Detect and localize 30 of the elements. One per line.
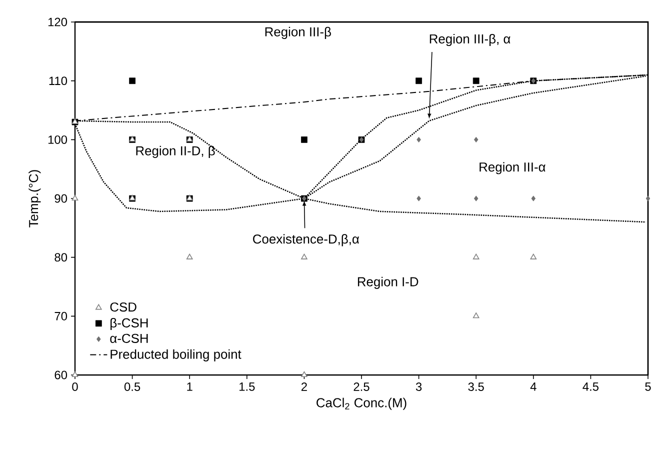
legend-label: α-CSH — [110, 334, 148, 343]
y-tick-label: 60 — [54, 370, 68, 380]
y-tick-label: 100 — [48, 135, 68, 144]
legend-label: Preducted boiling point — [110, 349, 242, 362]
legend-label: CSD — [110, 302, 136, 312]
x-tick-label: 3 — [416, 382, 422, 391]
x-tick-label: 0 — [72, 382, 78, 391]
x-tick-label: 1.5 — [239, 382, 255, 391]
y-axis-title: Temp.(°C) — [28, 170, 41, 228]
x-tick-label: 4.5 — [582, 382, 599, 391]
y-tick-label: 110 — [49, 76, 68, 86]
annotation: Region III-β, α — [430, 34, 510, 46]
y-tick-label: 70 — [54, 312, 68, 320]
x-tick-label: 4 — [530, 382, 536, 391]
annotation: Region I-D — [358, 276, 418, 289]
legend-label: β-CSH — [110, 318, 148, 330]
annotation: Coexistence-D,β,α — [253, 234, 360, 246]
x-tick-label: 2 — [301, 382, 307, 391]
annotation: Region III-β — [265, 26, 331, 39]
annotation: Region II-D, β — [136, 146, 215, 158]
x-axis-title: CaCl$_{2}$ Conc.(M) — [316, 398, 406, 410]
x-tick-label: 5 — [645, 382, 651, 391]
x-tick-label: 0.5 — [124, 382, 140, 391]
y-tick-label: 120 — [48, 18, 68, 26]
annotation: Region III-α — [480, 162, 546, 174]
y-tick-label: 90 — [54, 194, 68, 203]
x-tick-label: 3.5 — [468, 382, 484, 391]
x-tick-label: 1 — [187, 382, 192, 391]
x-tick-label: 2.5 — [354, 382, 370, 391]
y-tick-label: 80 — [54, 253, 68, 262]
